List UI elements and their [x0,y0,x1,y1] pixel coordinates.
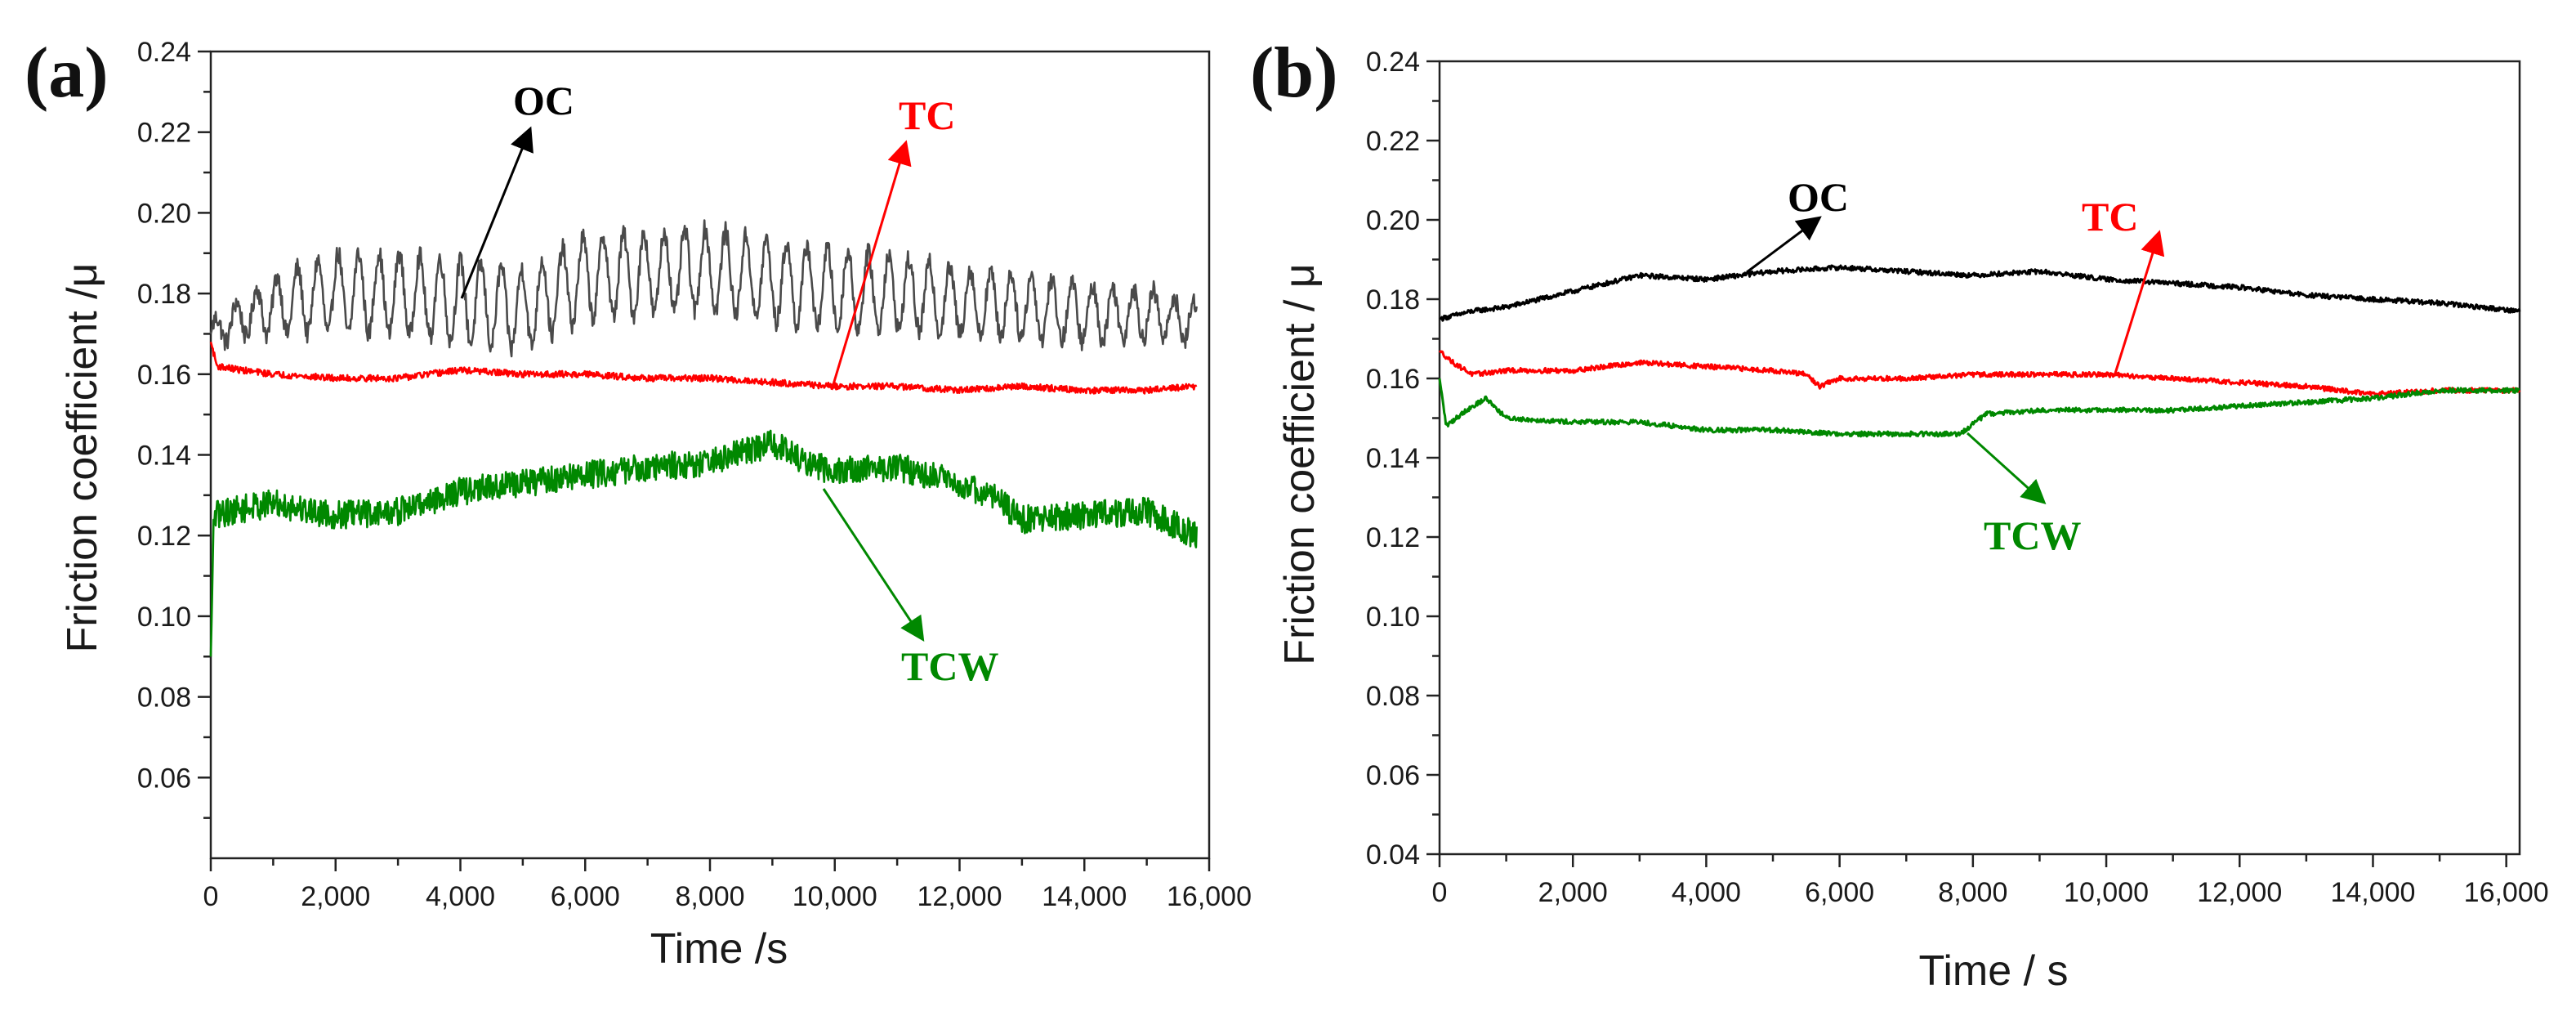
series-line-tcw [209,429,1198,657]
panel-a-frame [209,50,1211,860]
y-tick-label: 0.06 [1366,760,1420,791]
y-tick-label: 0.22 [137,118,191,149]
series-line-oc [209,219,1198,358]
panel-b-tcw-label: TCW [1984,512,2081,558]
panel-a-oc-arrow [460,126,534,299]
panel-a-oc-label: OC [513,78,574,123]
y-tick-label: 0.14 [1366,443,1420,474]
panel-b-tc-label: TC [2082,194,2138,239]
y-tick-label: 0.14 [137,441,191,472]
series-line-tc [1438,349,2521,398]
panel-a-tc-arrow [830,140,912,391]
x-tick-label: 0 [203,881,219,912]
y-tick-label: 0.10 [137,602,191,633]
y-tick-label: 0.04 [1366,839,1420,871]
panel-b-xlabel: Time / s [1919,947,2069,995]
y-tick-label: 0.18 [137,279,191,310]
panel-a-ytick-labels: 0.06 0.08 0.10 0.12 0.14 0.16 0.18 0.20 0.22 0.24 [137,37,191,794]
panel-b-tc-arrow [2113,230,2165,377]
x-tick-label: 8,000 [675,881,744,912]
panel-a-label: (a) [25,34,109,113]
y-tick-label: 0.10 [1366,602,1420,633]
y-tick-label: 0.06 [137,763,191,794]
y-tick-label: 0.24 [137,37,191,68]
panel-b-label: (b) [1250,34,1338,113]
y-tick-label: 0.20 [1366,205,1420,236]
series-line-tc [209,341,1198,395]
x-tick-label: 4,000 [426,881,495,912]
x-tick-label: 4,000 [1672,877,1741,908]
y-tick-label: 0.08 [137,683,191,714]
panel-a-ticks [198,50,1211,871]
x-tick-label: 10,000 [792,881,877,912]
panel-a: (a) 0 2,000 4,000 6,000 8,000 10,000 12,000 14,… [25,34,1252,973]
x-tick-label: 6,000 [1805,877,1874,908]
y-tick-label: 0.18 [1366,284,1420,316]
panel-b-tcw-arrow [1966,432,2047,505]
y-tick-label: 0.22 [1366,126,1420,157]
series-line-oc [1439,264,2521,322]
x-tick-label: 2,000 [301,881,370,912]
panel-b-frame [1438,60,2521,856]
panel-a-tcw-arrow [822,488,925,642]
x-tick-label: 16,000 [1167,881,1252,912]
panel-b-ytick-labels: 0.04 0.06 0.08 0.10 0.12 0.14 0.16 0.18 0.20 0.22… [1366,47,1420,871]
y-tick-label: 0.16 [1366,364,1420,395]
x-tick-label: 12,000 [2197,877,2282,908]
x-tick-label: 12,000 [917,881,1002,912]
panel-b-oc-arrow [1746,216,1822,274]
panel-b-ticks [1426,60,2507,867]
x-tick-label: 14,000 [1042,881,1127,912]
y-tick-label: 0.20 [137,198,191,229]
y-tick-label: 0.08 [1366,681,1420,712]
series-line-tcw [1438,378,2520,438]
x-tick-label: 16,000 [2464,877,2549,908]
x-tick-label: 10,000 [2064,877,2149,908]
panel-b-oc-label: OC [1788,174,1849,220]
panel-a-tcw-label: TCW [901,643,998,689]
panel-b-xtick-labels: 0 2,000 4,000 6,000 8,000 10,000 12,000 14,000 1… [1432,877,2549,908]
y-tick-label: 0.12 [137,521,191,552]
y-tick-label: 0.16 [137,360,191,391]
y-tick-label: 0.12 [1366,522,1420,553]
panel-a-tc-label: TC [899,92,955,138]
x-tick-label: 0 [1432,877,1448,908]
panel-b-ylabel: Friction coefficient / μ [1276,263,1324,665]
x-tick-label: 14,000 [2330,877,2415,908]
panel-a-ylabel: Friction coefficient /μ [59,263,106,653]
panel-b-series [1438,264,2521,438]
y-tick-label: 0.24 [1366,47,1420,78]
panel-a-xlabel: Time /s [650,925,788,973]
x-tick-label: 6,000 [551,881,620,912]
panel-a-series [209,219,1198,657]
x-tick-label: 2,000 [1538,877,1608,908]
x-tick-label: 8,000 [1938,877,2007,908]
panel-b: (b) 0 2,000 4,000 6,000 8,000 10,000 12,000 14,… [1250,34,2549,995]
panel-a-xtick-labels: 0 2,000 4,000 6,000 8,000 10,000 12,000 14,000 1… [203,881,1252,912]
